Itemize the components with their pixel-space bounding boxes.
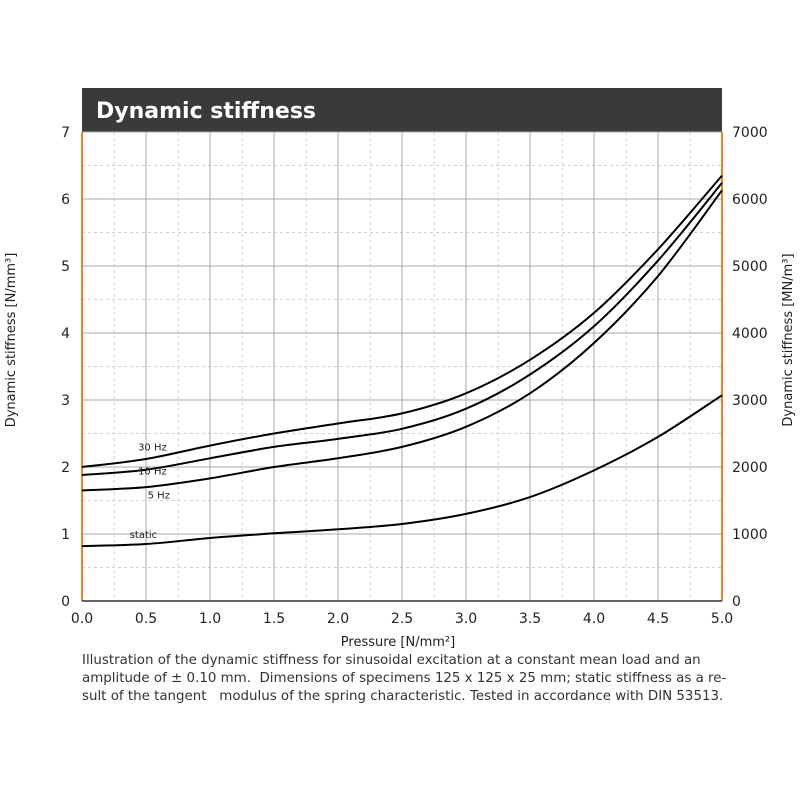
figure-caption: Illustration of the dynamic stiffness fo…: [82, 652, 727, 706]
x-tick-label: 4.5: [647, 611, 669, 627]
y-tick-label-left: 1: [61, 527, 70, 543]
series-label-static: static: [130, 530, 157, 541]
x-tick-label: 3.0: [455, 611, 477, 627]
series-label-5-hz: 5 Hz: [148, 490, 170, 501]
x-axis-label: Pressure [N/mm²]: [341, 635, 455, 650]
chart-title: Dynamic stiffness: [96, 99, 316, 124]
x-tick-label: 1.0: [199, 611, 221, 627]
caption-line-2: amplitude of ± 0.10 mm. Dimensions of sp…: [82, 671, 727, 686]
y-tick-label-left: 4: [61, 326, 70, 342]
y-axis-label-right: Dynamic stiffness [MN/m³]: [781, 253, 796, 426]
x-tick-label: 2.0: [327, 611, 349, 627]
series-label-10-hz: 10 Hz: [138, 467, 167, 478]
y-tick-label-left: 0: [61, 594, 70, 610]
y-axis-label-left: Dynamic stiffness [N/mm³]: [4, 253, 19, 428]
y-tick-label-right: 2000: [732, 460, 768, 476]
x-tick-label: 3.5: [519, 611, 541, 627]
series-label-30-hz: 30 Hz: [138, 443, 167, 454]
y-tick-label-right: 3000: [732, 393, 768, 409]
y-tick-label-right: 5000: [732, 259, 768, 275]
caption-line-1: Illustration of the dynamic stiffness fo…: [82, 653, 701, 668]
caption-line-3: sult of the tangent modulus of the sprin…: [82, 689, 724, 704]
x-tick-label: 4.0: [583, 611, 605, 627]
series-line-5-hz: [81, 189, 723, 492]
x-tick-label: 0.0: [71, 611, 93, 627]
series-line-30-hz: [81, 174, 723, 468]
title-bar: [82, 88, 722, 132]
y-tick-label-left: 2: [61, 460, 70, 476]
series-line-10-hz: [81, 182, 723, 476]
x-tick-label: 1.5: [263, 611, 285, 627]
y-tick-label-right: 4000: [732, 326, 768, 342]
y-tick-label-right: 7000: [732, 125, 768, 141]
y-tick-label-left: 5: [61, 259, 70, 275]
series-line-static: [81, 394, 723, 548]
y-tick-label-left: 3: [61, 393, 70, 409]
y-tick-label-left: 6: [61, 192, 70, 208]
x-tick-label: 0.5: [135, 611, 157, 627]
y-tick-label-left: 7: [61, 125, 70, 141]
x-tick-label: 2.5: [391, 611, 413, 627]
y-tick-label-right: 1000: [732, 527, 768, 543]
y-tick-label-right: 6000: [732, 192, 768, 208]
y-tick-label-right: 0: [732, 594, 741, 610]
x-tick-label: 5.0: [711, 611, 733, 627]
